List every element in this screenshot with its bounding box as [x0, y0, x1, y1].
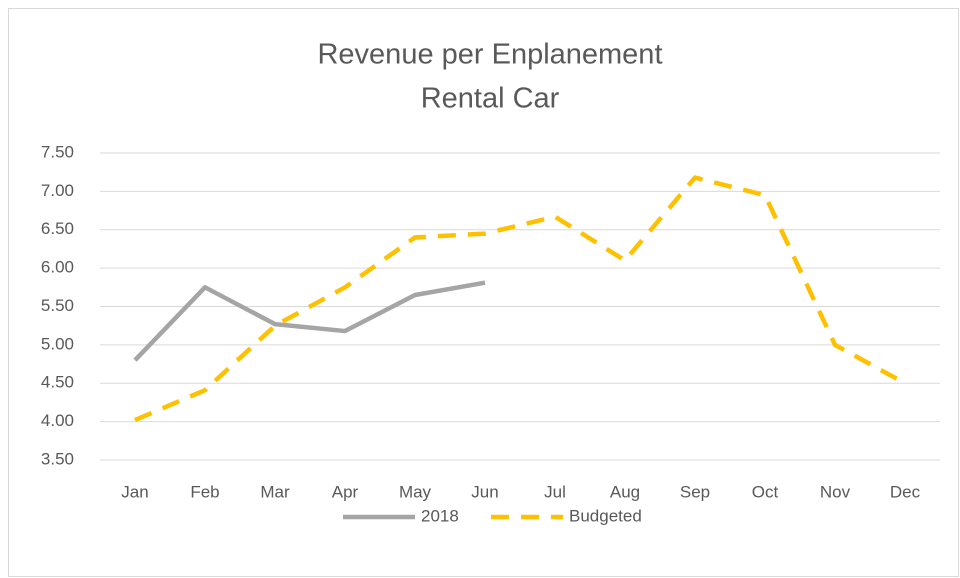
series-line [133, 280, 486, 362]
x-tick-label: Oct [752, 482, 779, 501]
x-tick-label: May [399, 482, 432, 501]
x-tick-label: Apr [332, 482, 359, 501]
chart-border [8, 8, 959, 577]
y-tick-label: 5.50 [41, 296, 74, 315]
x-tick-label: Jun [471, 482, 498, 501]
y-tick-label: 6.50 [41, 219, 74, 238]
y-tick-label: 7.00 [41, 181, 74, 200]
x-tick-label: Feb [190, 482, 219, 501]
legend-label: 2018 [421, 506, 459, 525]
chart-title: Rental Car [421, 83, 560, 115]
x-tick-label: Aug [610, 482, 640, 501]
y-tick-label: 7.50 [41, 142, 74, 161]
x-tick-label: Jul [544, 482, 566, 501]
x-tick-label: Mar [260, 482, 290, 501]
x-tick-label: Nov [820, 482, 851, 501]
chart-title: Revenue per Enplanement [317, 39, 662, 71]
x-tick-label: Dec [890, 482, 921, 501]
y-tick-label: 5.00 [41, 334, 74, 353]
y-tick-label: 4.00 [41, 411, 74, 430]
y-tick-label: 6.00 [41, 258, 74, 277]
legend-label: Budgeted [569, 506, 642, 525]
series-line [134, 175, 907, 423]
y-tick-label: 3.50 [41, 449, 74, 468]
x-tick-label: Jan [121, 482, 148, 501]
x-tick-label: Sep [680, 482, 710, 501]
y-tick-label: 4.50 [41, 373, 74, 392]
